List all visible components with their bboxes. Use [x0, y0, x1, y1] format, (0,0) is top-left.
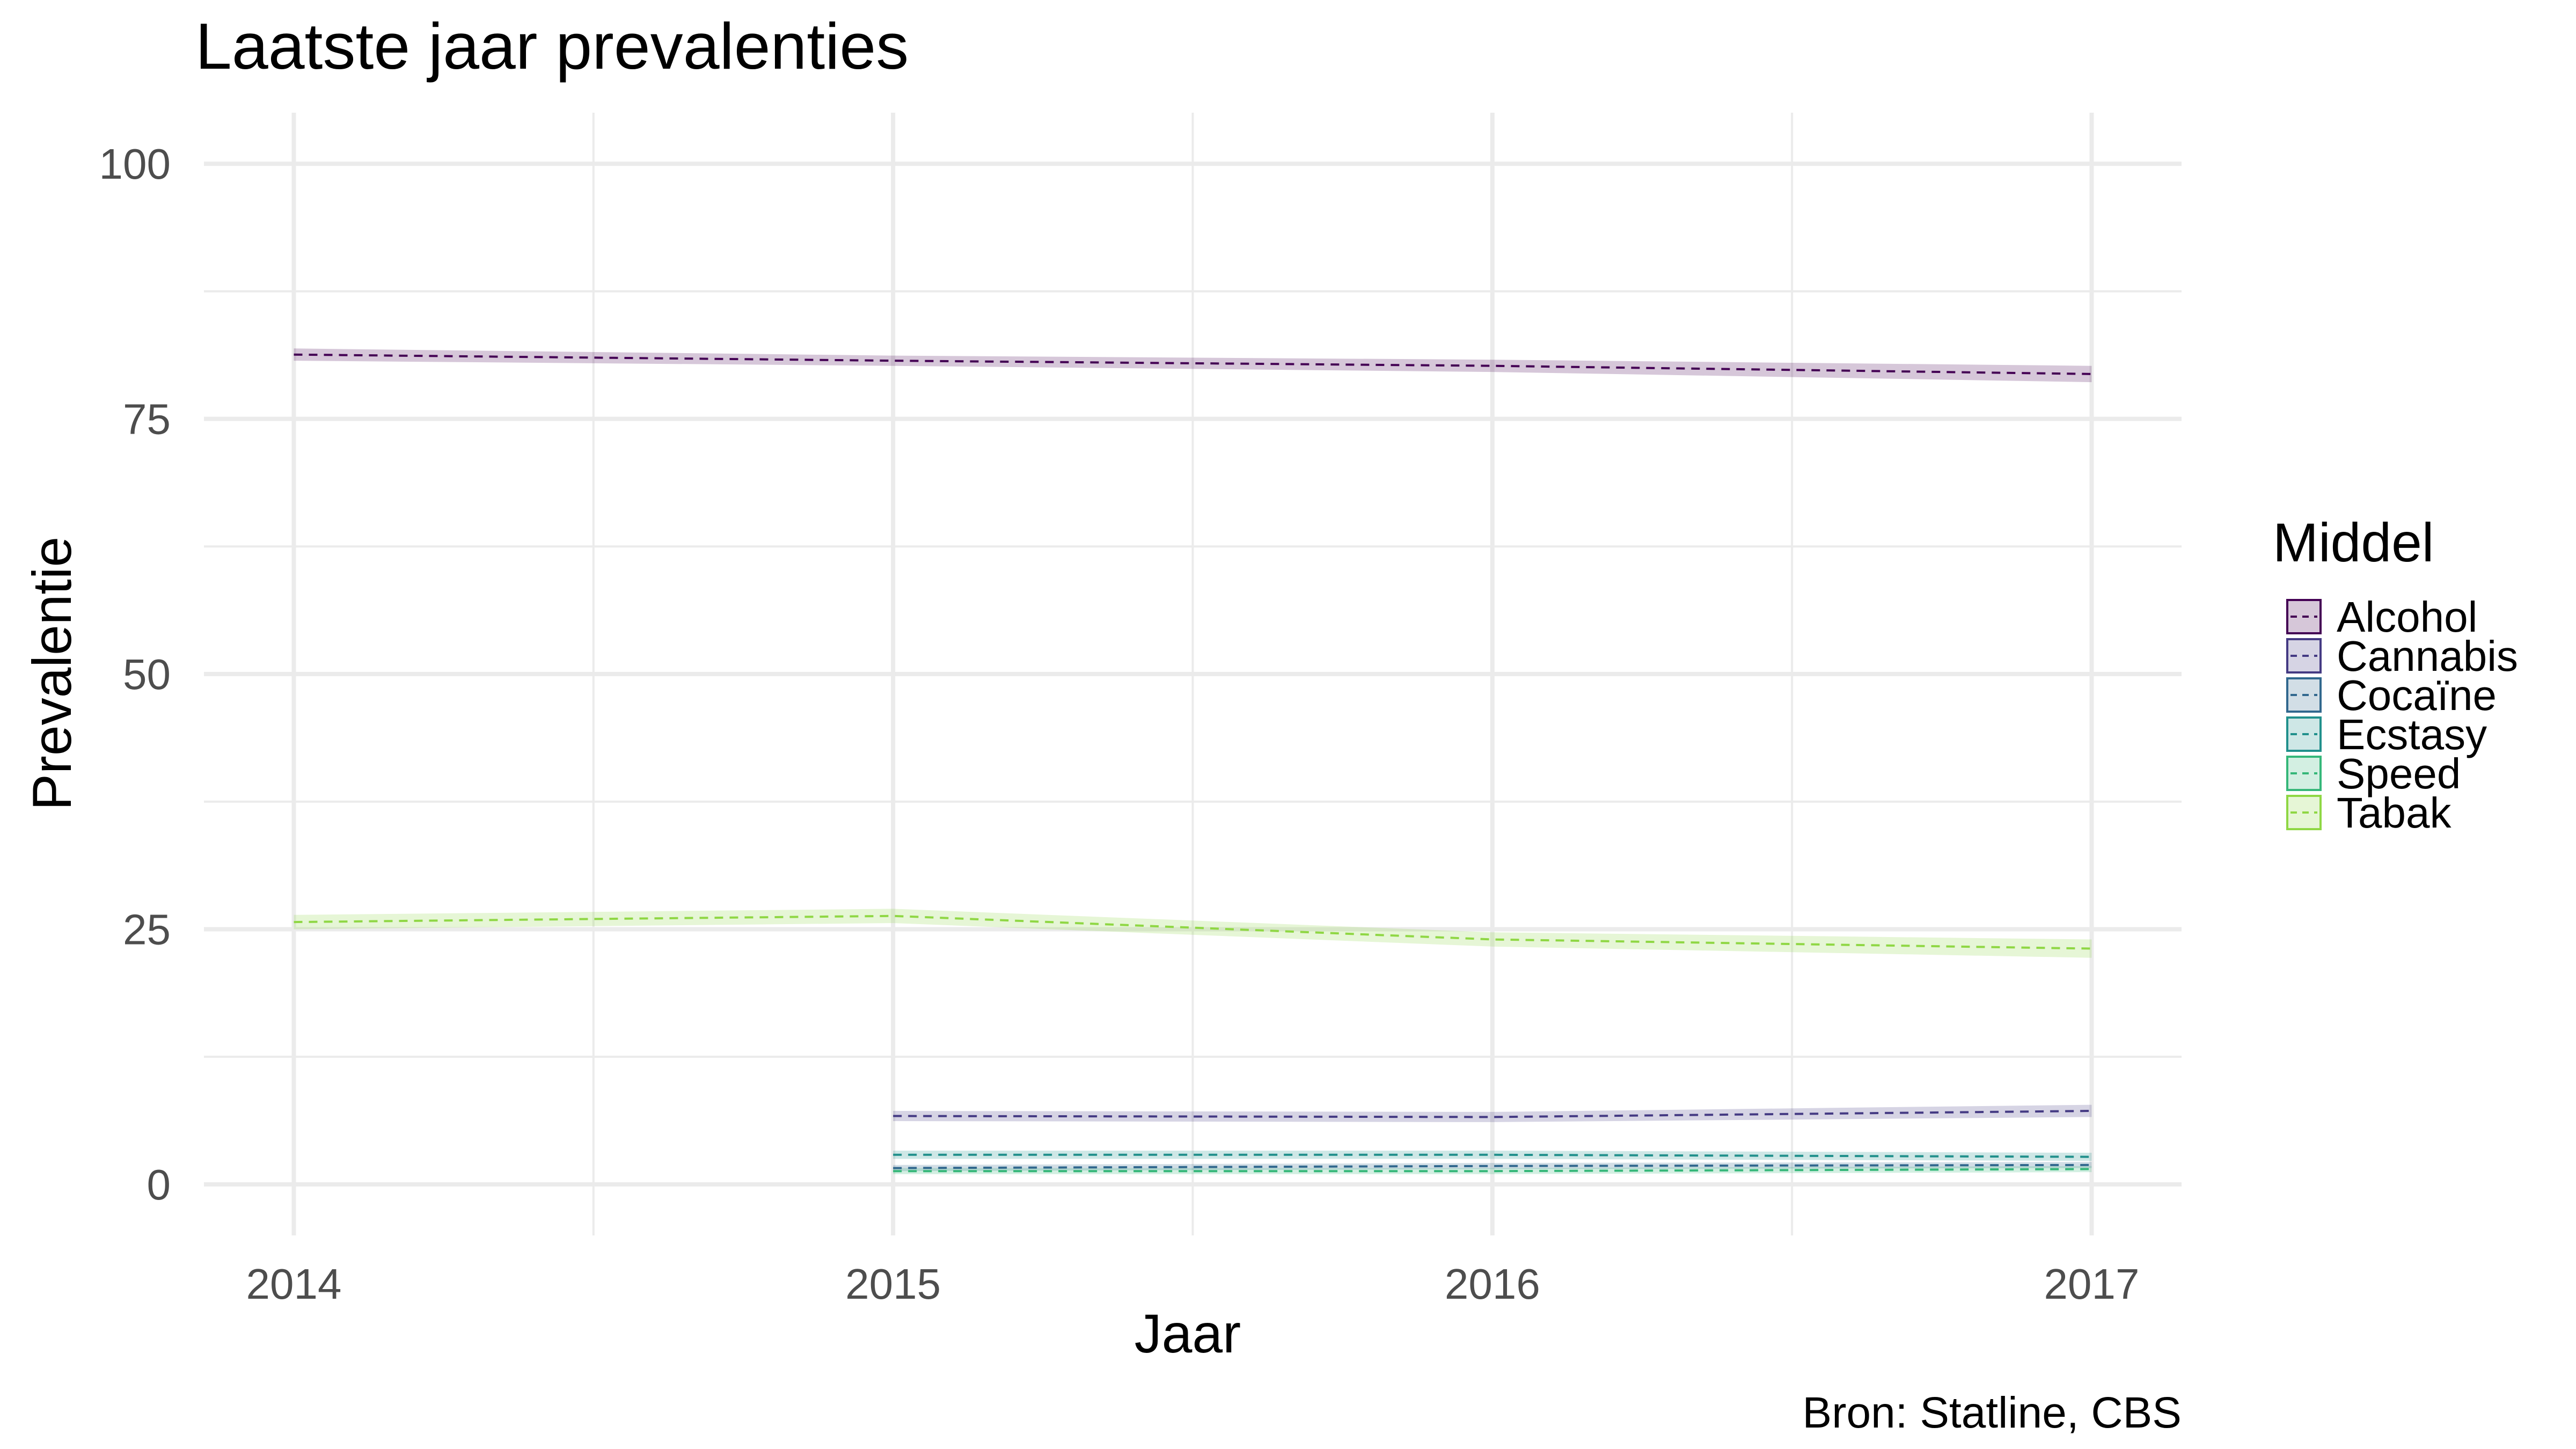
line-coca-ne	[893, 1163, 2092, 1169]
band-alcohol	[294, 348, 2092, 383]
chart-title: Laatste jaar prevalenties	[195, 10, 909, 83]
legend-title: Middel	[2273, 512, 2434, 573]
y-tick-label: 75	[123, 396, 171, 443]
x-tick-label: 2016	[1445, 1260, 1540, 1308]
x-tick-labels: 2014 2015 2016 2017	[246, 1260, 2140, 1308]
y-tick-labels: 0 25 50 75 100	[99, 140, 171, 1209]
x-axis-label: Jaar	[1135, 1303, 1241, 1364]
legend-label: Ecstasy	[2337, 711, 2487, 758]
legend-label: Cocaïne	[2337, 671, 2497, 719]
line-ecstasy	[893, 1153, 2092, 1158]
y-tick-label: 100	[99, 140, 171, 188]
y-tick-label: 0	[147, 1161, 171, 1209]
legend-label: Speed	[2337, 750, 2461, 797]
band-coca-ne	[893, 1162, 2092, 1172]
legend-label: Cannabis	[2337, 632, 2518, 680]
legend: Middel AlcoholCannabisCocaïneEcstasySpee…	[2273, 512, 2518, 837]
band-ecstasy	[893, 1151, 2092, 1161]
line-cannabis	[893, 1110, 2092, 1118]
legend-item-ecstasy: Ecstasy	[2286, 711, 2487, 758]
confidence-bands	[294, 348, 2092, 1174]
series-lines	[294, 353, 2092, 1173]
x-tick-label: 2014	[246, 1260, 342, 1308]
line-speed	[893, 1168, 2092, 1173]
x-tick-label: 2017	[2044, 1260, 2140, 1308]
legend-item-tabak: Tabak	[2286, 789, 2451, 837]
band-speed	[893, 1166, 2092, 1174]
x-tick-label: 2015	[845, 1260, 941, 1308]
y-axis-label: Prevalentie	[21, 537, 83, 810]
grid	[204, 113, 2182, 1235]
legend-label: Alcohol	[2337, 593, 2477, 641]
caption: Bron: Statline, CBS	[1803, 1388, 2182, 1437]
legend-item-cannabis: Cannabis	[2286, 632, 2518, 680]
band-cannabis	[893, 1104, 2092, 1122]
band-tabak	[294, 909, 2092, 958]
legend-label: Tabak	[2337, 789, 2451, 837]
y-tick-label: 25	[123, 905, 171, 953]
y-tick-label: 50	[123, 650, 171, 698]
legend-item-coca-ne: Cocaïne	[2286, 671, 2497, 719]
legend-item-alcohol: Alcohol	[2286, 593, 2477, 641]
legend-item-speed: Speed	[2286, 750, 2461, 797]
